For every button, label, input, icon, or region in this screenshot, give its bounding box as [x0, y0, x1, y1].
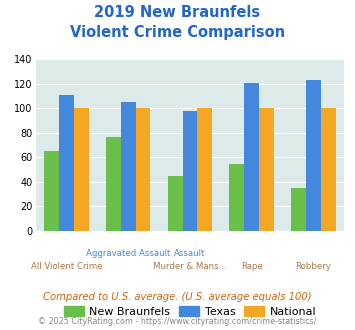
Text: Compared to U.S. average. (U.S. average equals 100): Compared to U.S. average. (U.S. average …	[43, 292, 312, 302]
Text: Robbery: Robbery	[295, 262, 332, 271]
Bar	[59, 95, 74, 231]
Text: Violent Crime Comparison: Violent Crime Comparison	[70, 25, 285, 40]
Bar	[136, 109, 151, 231]
Text: Rape: Rape	[241, 262, 263, 271]
Bar	[306, 80, 321, 231]
Bar	[121, 102, 136, 231]
Bar	[197, 109, 212, 231]
Bar	[229, 164, 244, 231]
Bar	[259, 109, 274, 231]
Bar	[321, 109, 336, 231]
Text: All Violent Crime: All Violent Crime	[31, 262, 102, 271]
Text: Murder & Mans...: Murder & Mans...	[153, 262, 227, 271]
Text: Aggravated Assault: Aggravated Assault	[86, 249, 170, 258]
Text: Assault: Assault	[174, 249, 206, 258]
Legend: New Braunfels, Texas, National: New Braunfels, Texas, National	[59, 302, 321, 321]
Text: 2019 New Braunfels: 2019 New Braunfels	[94, 5, 261, 20]
Bar	[291, 188, 306, 231]
Bar	[244, 83, 259, 231]
Text: © 2025 CityRating.com - https://www.cityrating.com/crime-statistics/: © 2025 CityRating.com - https://www.city…	[38, 317, 317, 326]
Bar	[106, 137, 121, 231]
Bar	[74, 109, 89, 231]
Bar	[44, 151, 59, 231]
Bar	[182, 111, 197, 231]
Bar	[168, 176, 182, 231]
